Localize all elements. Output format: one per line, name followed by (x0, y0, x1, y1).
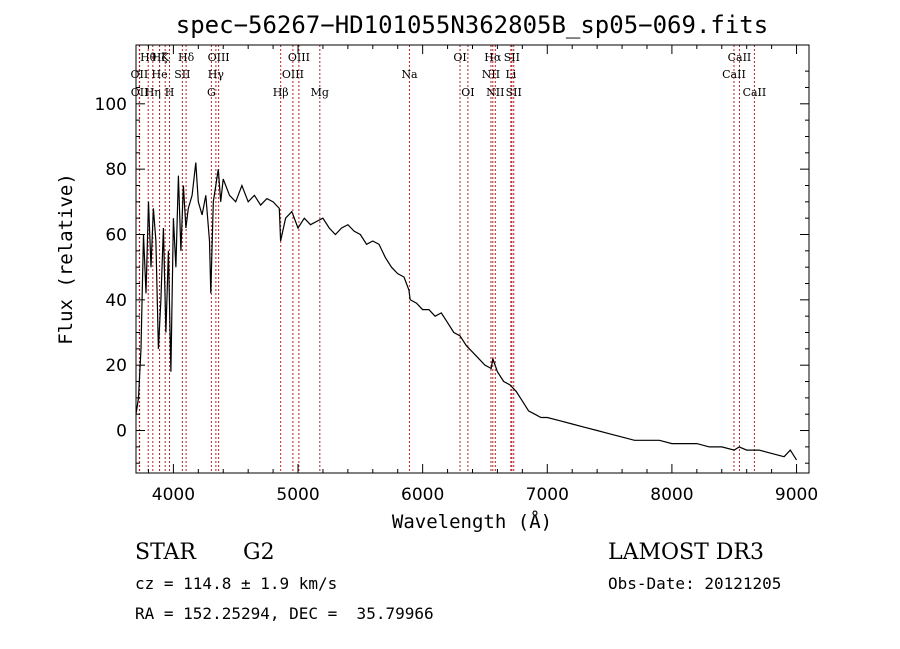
spectral-line-label: SII (174, 68, 190, 81)
x-tick-label: 4000 (152, 485, 195, 505)
spectral-line-labels: OII OII Hθ Hη Hζ He K H SII Hδ G Hγ OIII Hβ OIII OIII Mg… (131, 51, 767, 99)
x-axis: 4000 5000 6000 7000 8000 9000 (147, 45, 818, 505)
spectral-line-label: OII (131, 86, 149, 99)
spectral-line-label: Hβ (273, 86, 289, 99)
x-axis-label: Wavelength (Å) (392, 510, 552, 533)
spectral-line-label: OIII (208, 51, 230, 64)
y-tick-label: 100 (95, 95, 127, 115)
object-class: STAR (135, 540, 196, 565)
x-tick-label: 6000 (401, 485, 444, 505)
spectrum-line (135, 162, 798, 461)
spectral-line-markers (138, 45, 755, 473)
x-tick-label: 5000 (276, 485, 319, 505)
y-axis-label: Flux (relative) (55, 173, 77, 345)
chart-title: spec−56267−HD101055N362805B_sp05−069.fit… (176, 11, 768, 39)
spectral-line-label: Hγ (208, 68, 225, 81)
spectral-line-label: G (207, 86, 216, 99)
y-tick-label: 40 (105, 291, 127, 311)
x-tick-label: 9000 (775, 485, 818, 505)
x-tick-label: 8000 (650, 485, 693, 505)
spectral-line-label: Hη (145, 86, 161, 99)
spectral-line-label: Hζ (152, 51, 168, 64)
y-tick-label: 0 (116, 422, 127, 442)
spectral-line-label: OIII (288, 51, 310, 64)
spectral-line-label: OIII (282, 68, 304, 81)
plot-frame (135, 44, 810, 474)
spectral-line-label: SII (506, 86, 522, 99)
y-tick-label: 20 (105, 356, 127, 376)
coordinates: RA = 152.25294, DEC = 35.79966 (135, 604, 434, 623)
spectral-line-label: NII (486, 86, 504, 99)
spectral-line-label: He (152, 68, 168, 81)
spectral-line-label: H (165, 86, 175, 99)
y-axis: 0 20 40 60 80 100 (95, 70, 809, 464)
spectral-line-label: CaII (722, 68, 746, 81)
spectral-line-label: K (161, 51, 170, 64)
spectral-line-label: Li (505, 68, 516, 81)
spectral-line-label: SII (504, 51, 520, 64)
spectral-line-label: Mg (311, 86, 329, 99)
spectral-line-label: OI (453, 51, 466, 64)
survey-name: LAMOST DR3 (608, 540, 764, 565)
y-tick-label: 80 (105, 160, 127, 180)
spectral-line-label: Na (401, 68, 418, 81)
spectral-line-label: OI (461, 86, 474, 99)
spectral-line-label: OII (131, 68, 149, 81)
spectral-line-label: CaII (743, 86, 767, 99)
subclass: G2 (243, 540, 275, 565)
spectral-line-label: Hδ (178, 51, 195, 64)
obs-date: Obs-Date: 20121205 (608, 574, 782, 593)
spectral-line-label: Hθ (140, 51, 157, 64)
spectral-line-label: CaII (728, 51, 752, 64)
spectral-line-label: NII (482, 68, 500, 81)
spectral-line-label: Hα (484, 51, 502, 64)
x-tick-label: 7000 (526, 485, 569, 505)
redshift-value: cz = 114.8 ± 1.9 km/s (135, 574, 338, 593)
y-tick-label: 60 (105, 225, 127, 245)
